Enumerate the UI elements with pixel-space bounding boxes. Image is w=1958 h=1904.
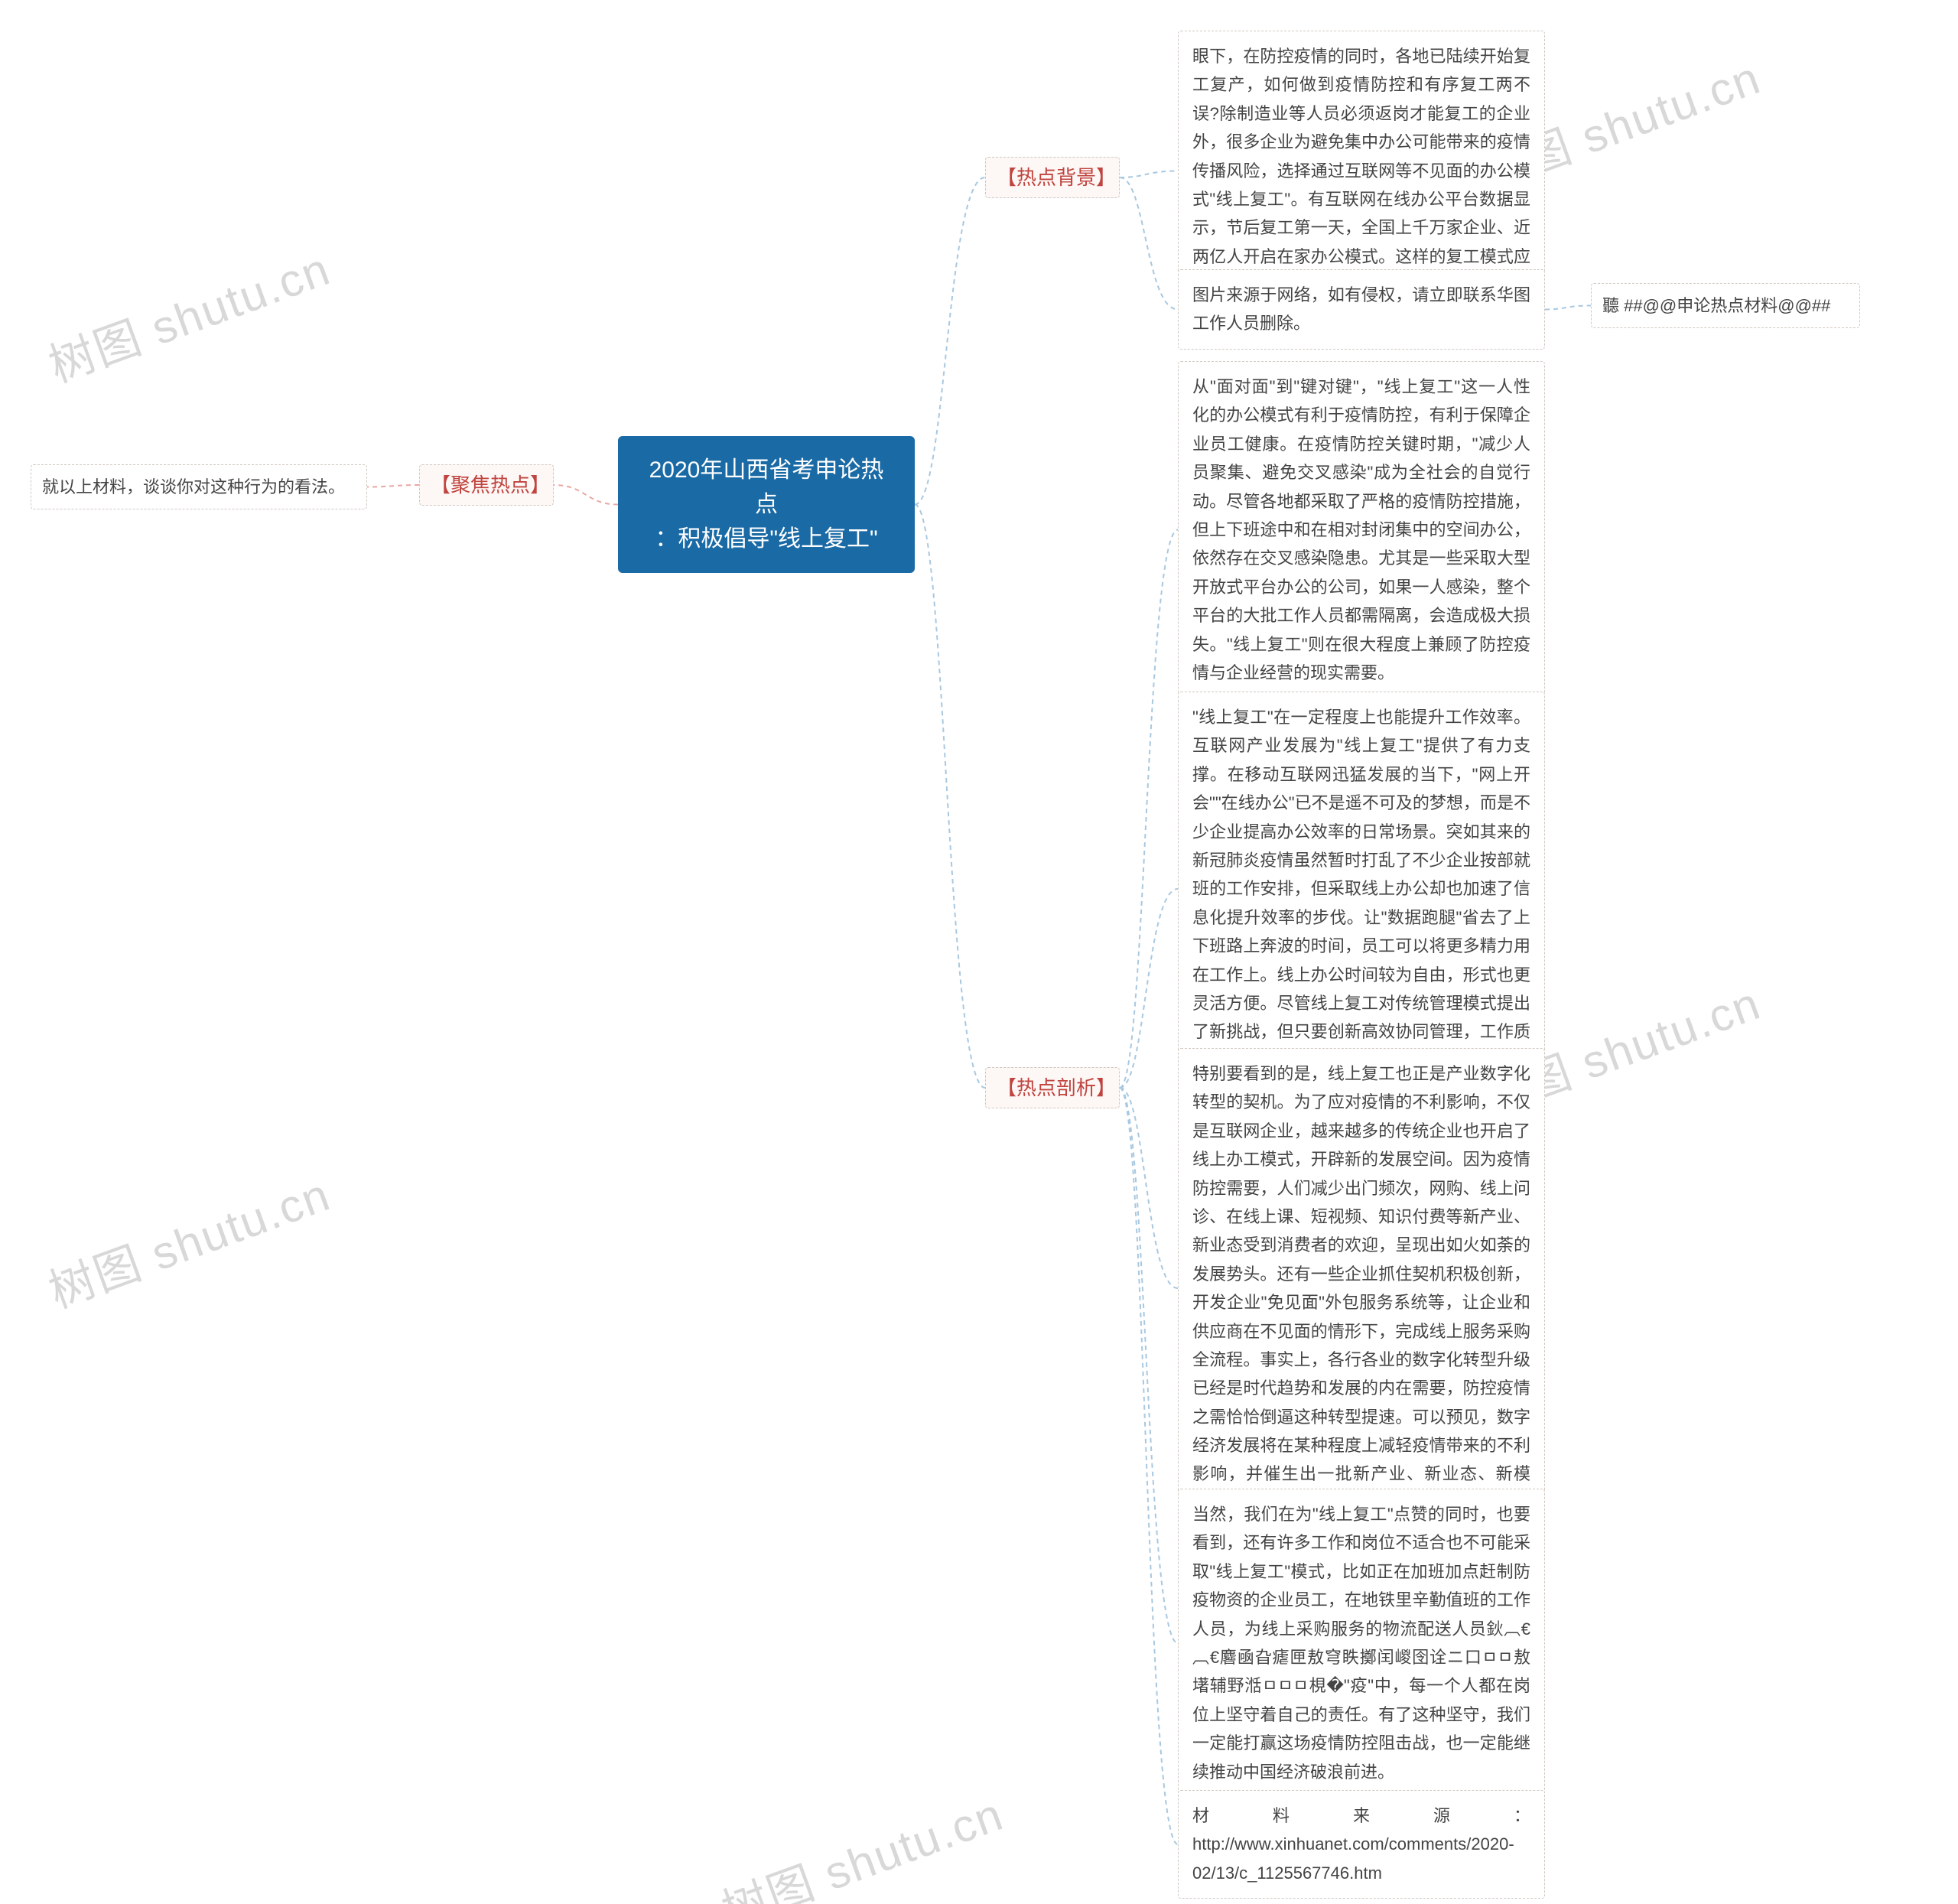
leaf-analysis-4[interactable]: 当然，我们在为"线上复工"点赞的同时，也要看到，还有许多工作和岗位不适合也不可能… — [1178, 1489, 1545, 1798]
watermark: 树图 shutu.cn — [38, 232, 338, 395]
leaf-analysis-2[interactable]: "线上复工"在一定程度上也能提升工作效率。互联网产业发展为"线上复工"提供了有力… — [1178, 692, 1545, 1086]
branch-background[interactable]: 【热点背景】 — [985, 157, 1120, 198]
watermark: 树图 shutu.cn — [38, 1157, 338, 1321]
leaf-background-2[interactable]: 图片来源于网络，如有侵权，请立即联系华图工作人员删除。 — [1178, 269, 1545, 350]
root-line2: ：积极倡导"线上复工" — [638, 522, 895, 556]
branch-focus[interactable]: 【聚焦热点】 — [419, 464, 554, 506]
branch-analysis-label: 【热点剖析】 — [985, 1067, 1120, 1108]
leaf-analysis-5[interactable]: 材料来源：http://www.xinhuanet.com/comments/2… — [1178, 1790, 1545, 1899]
root-line1: 2020年山西省考申论热点 — [638, 453, 895, 522]
leaf-background-2-sub[interactable]: 聽 ##@@申论热点材料@@## — [1591, 283, 1860, 328]
leaf-focus[interactable]: 就以上材料，谈谈你对这种行为的看法。 — [31, 464, 367, 509]
branch-focus-label: 【聚焦热点】 — [419, 464, 554, 506]
leaf-analysis-3[interactable]: 特别要看到的是，线上复工也正是产业数字化转型的契机。为了应对疫情的不利影响，不仅… — [1178, 1048, 1545, 1528]
branch-analysis[interactable]: 【热点剖析】 — [985, 1067, 1120, 1108]
watermark: 树图 shutu.cn — [711, 1777, 1011, 1904]
leaf-analysis-1[interactable]: 从"面对面"到"键对键"，"线上复工"这一人性化的办公模式有利于疫情防控，有利于… — [1178, 361, 1545, 698]
branch-background-label: 【热点背景】 — [985, 157, 1120, 198]
mindmap-canvas: 树图 shutu.cn 树图 shutu.cn 树图 shutu.cn 树图 s… — [0, 0, 1958, 1904]
root-node[interactable]: 2020年山西省考申论热点 ：积极倡导"线上复工" — [618, 436, 915, 573]
